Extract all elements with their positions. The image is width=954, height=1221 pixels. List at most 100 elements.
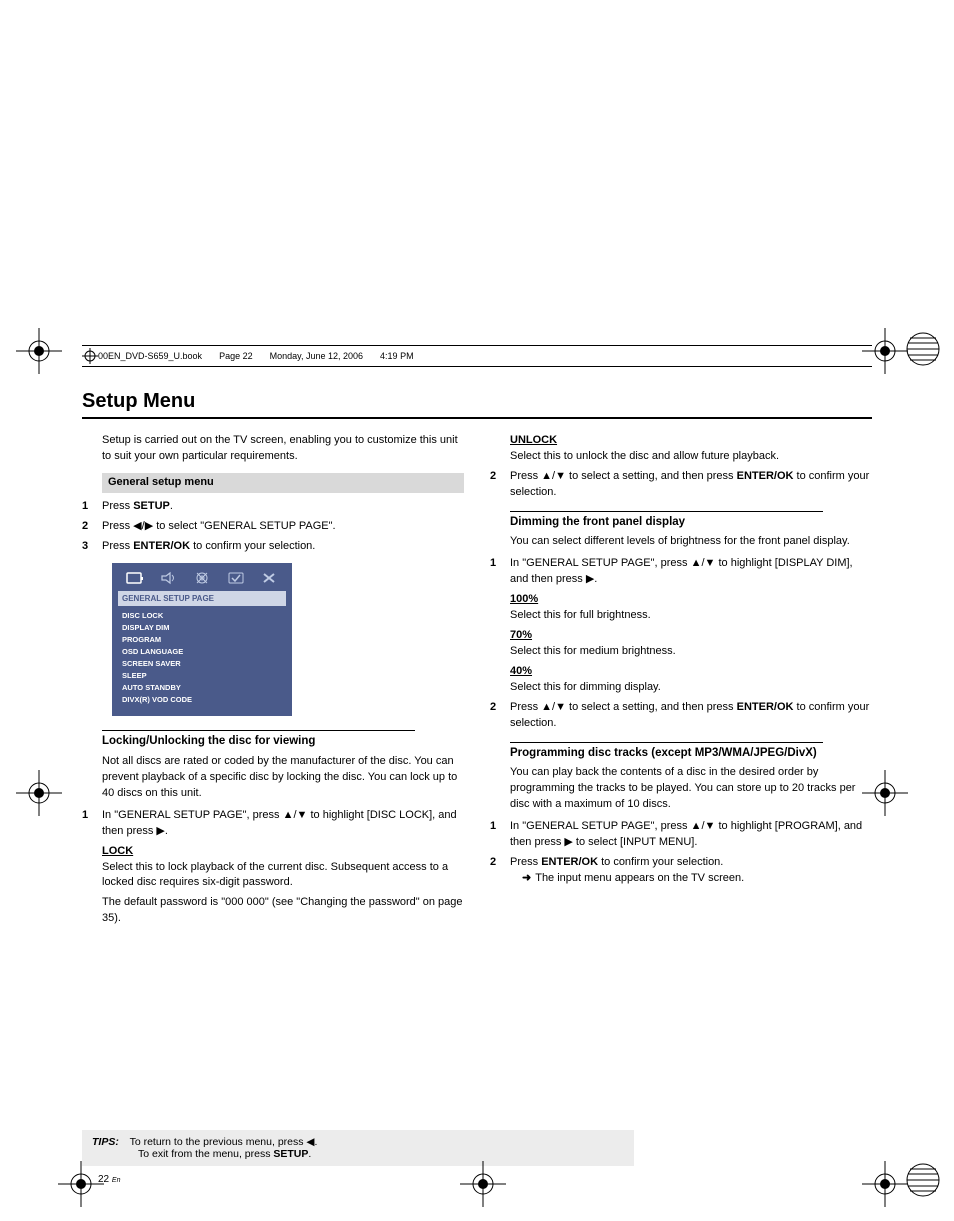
- dim-70-body: Select this for medium brightness.: [510, 644, 872, 660]
- registration-mark-icon: [862, 770, 908, 816]
- dim-section-title: Dimming the front panel display: [510, 514, 872, 531]
- prog-section-title: Programming disc tracks (except MP3/WMA/…: [510, 745, 872, 762]
- dim-step1-body: In "GENERAL SETUP PAGE", press ▲/▼ to hi…: [510, 556, 872, 588]
- osd-tab-exit-icon: [257, 569, 281, 587]
- osd-item: SCREEN SAVER: [122, 658, 286, 670]
- osd-tab-preference-icon: [224, 569, 248, 587]
- dim-step-1: 1 In "GENERAL SETUP PAGE", press ▲/▼ to …: [490, 556, 872, 588]
- prog-step-1: 1 In "GENERAL SETUP PAGE", press ▲/▼ to …: [490, 819, 872, 851]
- header-date: Monday, June 12, 2006: [270, 351, 363, 361]
- right-column: UNLOCK Select this to unlock the disc an…: [490, 433, 872, 931]
- dim-40-term: 40%: [510, 664, 872, 680]
- prog-step2-pre: Press: [510, 856, 541, 868]
- prog-section-para: You can play back the contents of a disc…: [510, 765, 872, 813]
- header-time: 4:19 PM: [380, 351, 414, 361]
- step-3: 3 Press ENTER/OK to confirm your selecti…: [82, 539, 464, 555]
- prog-step1-body: In "GENERAL SETUP PAGE", press ▲/▼ to hi…: [510, 819, 872, 851]
- prog-step-2: 2 Press ENTER/OK to confirm your selecti…: [490, 855, 872, 887]
- tips-line2-post: .: [308, 1148, 311, 1160]
- osd-item: AUTO STANDBY: [122, 682, 286, 694]
- step-num-3: 3: [82, 539, 102, 555]
- unlock-term: UNLOCK: [510, 433, 872, 449]
- step1-pre: Press: [102, 500, 133, 512]
- step1-post: .: [170, 500, 173, 512]
- step3-pre: Press: [102, 540, 133, 552]
- step2-body: Press ◀/▶ to select "GENERAL SETUP PAGE"…: [102, 519, 464, 535]
- osd-title: GENERAL SETUP PAGE: [118, 591, 286, 607]
- lock-step2-bold: ENTER/OK: [737, 470, 794, 482]
- step-2: 2 Press ◀/▶ to select "GENERAL SETUP PAG…: [82, 519, 464, 535]
- dim-100-term: 100%: [510, 592, 872, 608]
- registration-hatched-icon: [900, 326, 946, 372]
- step-num: 1: [82, 808, 102, 840]
- prog-step2-bold: ENTER/OK: [541, 856, 598, 868]
- registration-mark-icon: [460, 1161, 506, 1207]
- lock-step1-body: In "GENERAL SETUP PAGE", press ▲/▼ to hi…: [102, 808, 464, 840]
- section-rule: [510, 742, 823, 743]
- step-num: 2: [490, 855, 510, 887]
- lock-step-2: 2 Press ▲/▼ to select a setting, and the…: [490, 469, 872, 501]
- crosshair-icon: [82, 348, 98, 364]
- dim-step2-bold: ENTER/OK: [737, 701, 794, 713]
- dim-section-para: You can select different levels of brigh…: [510, 534, 872, 550]
- registration-mark-icon: [58, 1161, 104, 1207]
- arrow-icon: ➜: [522, 871, 531, 887]
- step-num: 1: [490, 556, 510, 588]
- osd-item: DIVX(R) VOD CODE: [122, 694, 286, 706]
- unlock-body: Select this to unlock the disc and allow…: [510, 449, 872, 465]
- tips-label: TIPS:: [92, 1136, 119, 1148]
- prog-bullet-text: The input menu appears on the TV screen.: [535, 871, 744, 887]
- step1-bold: SETUP: [133, 500, 170, 512]
- step3-bold: ENTER/OK: [133, 540, 190, 552]
- dim-40-body: Select this for dimming display.: [510, 680, 872, 696]
- page-body: Setup Menu Setup is carried out on the T…: [82, 390, 872, 931]
- osd-tab-row: [118, 569, 286, 587]
- step-num: 2: [490, 469, 510, 501]
- step-num-1: 1: [82, 499, 102, 515]
- lock-body2: The default password is "000 000" (see "…: [102, 895, 464, 927]
- prog-step2-post: to confirm your selection.: [598, 856, 723, 868]
- page-title: Setup Menu: [82, 390, 872, 413]
- intro-text: Setup is carried out on the TV screen, e…: [102, 433, 464, 465]
- lock-body1: Select this to lock playback of the curr…: [102, 860, 464, 892]
- osd-tab-general-icon: [123, 569, 147, 587]
- left-column: Setup is carried out on the TV screen, e…: [82, 433, 464, 931]
- header-filename: 00EN_DVD-S659_U.book: [98, 351, 202, 361]
- osd-item: SLEEP: [122, 670, 286, 682]
- osd-item: PROGRAM: [122, 634, 286, 646]
- registration-hatched-icon: [900, 1157, 946, 1203]
- osd-item: OSD LANGUAGE: [122, 646, 286, 658]
- tips-line2: To exit from the menu, press SETUP.: [138, 1148, 311, 1160]
- step3-post: to confirm your selection.: [190, 540, 315, 552]
- dim-100-body: Select this for full brightness.: [510, 608, 872, 624]
- general-setup-header: General setup menu: [102, 473, 464, 493]
- tips-line1: To return to the previous menu, press ◀.: [130, 1136, 318, 1148]
- lock-term: LOCK: [102, 844, 464, 860]
- tips-box: TIPS: To return to the previous menu, pr…: [82, 1130, 634, 1166]
- page-header-meta: 00EN_DVD-S659_U.book Page 22 Monday, Jun…: [82, 345, 872, 367]
- prog-bullet: ➜ The input menu appears on the TV scree…: [522, 871, 872, 887]
- tips-line2-bold: SETUP: [273, 1148, 308, 1160]
- section-rule: [510, 511, 823, 512]
- osd-menu-image: GENERAL SETUP PAGE DISC LOCK DISPLAY DIM…: [112, 563, 292, 717]
- lock-section-title: Locking/Unlocking the disc for viewing: [102, 733, 464, 750]
- registration-mark-icon: [16, 328, 62, 374]
- step-1: 1 Press SETUP.: [82, 499, 464, 515]
- section-rule: [102, 730, 415, 731]
- step-num-2: 2: [82, 519, 102, 535]
- header-pageinfo: Page 22: [219, 351, 253, 361]
- step-num: 2: [490, 700, 510, 732]
- tips-line2-pre: To exit from the menu, press: [138, 1148, 273, 1160]
- dim-70-term: 70%: [510, 628, 872, 644]
- title-rule: [82, 417, 872, 419]
- registration-mark-icon: [16, 770, 62, 816]
- lock-section-para: Not all discs are rated or coded by the …: [102, 754, 464, 802]
- dim-step-2: 2 Press ▲/▼ to select a setting, and the…: [490, 700, 872, 732]
- page-lang: En: [112, 1177, 121, 1184]
- osd-item: DISC LOCK: [122, 610, 286, 622]
- osd-item: DISPLAY DIM: [122, 622, 286, 634]
- osd-tab-audio-icon: [156, 569, 180, 587]
- osd-item-list: DISC LOCK DISPLAY DIM PROGRAM OSD LANGUA…: [118, 610, 286, 706]
- dim-step2-pre: Press ▲/▼ to select a setting, and then …: [510, 701, 737, 713]
- lock-step-1: 1 In "GENERAL SETUP PAGE", press ▲/▼ to …: [82, 808, 464, 840]
